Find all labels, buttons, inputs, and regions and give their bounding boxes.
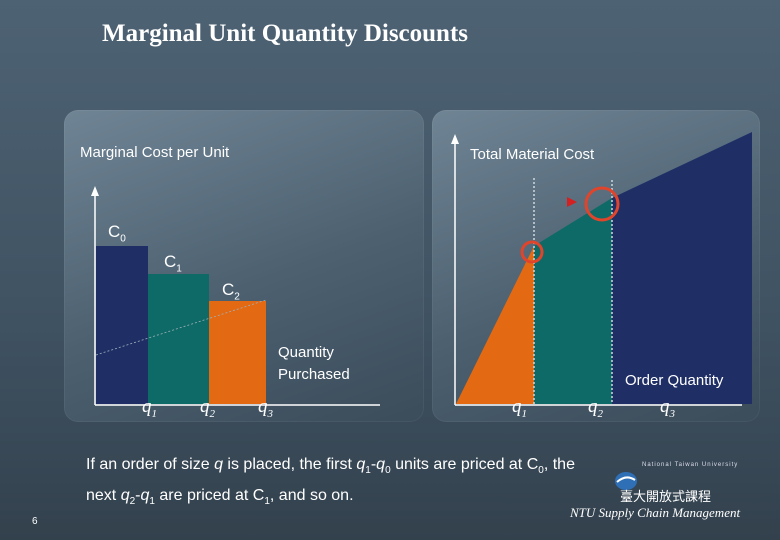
pointer-arrow bbox=[567, 197, 577, 207]
slide-title: Marginal Unit Quantity Discounts bbox=[102, 20, 469, 47]
right-tick-q2: q2 bbox=[588, 396, 603, 420]
explanation-caption: If an order of size q is placed, the fir… bbox=[86, 452, 726, 514]
left-tick-q3: q3 bbox=[258, 396, 273, 420]
logo-chinese-text: 臺大開放式課程 bbox=[620, 489, 712, 504]
breakpoint-1-highlight bbox=[520, 240, 544, 264]
left-x-axis-label-1: Quantity bbox=[278, 344, 334, 361]
price-label-c0: C0 bbox=[108, 222, 126, 245]
right-tick-q3: q3 bbox=[660, 396, 675, 420]
right-x-axis-label: Order Quantity bbox=[625, 372, 724, 389]
left-tick-q1: q1 bbox=[142, 396, 157, 420]
total-cost-seg-3 bbox=[612, 132, 752, 404]
caption-line-2: next q2-q1 are priced at C1, and so on. bbox=[86, 487, 354, 508]
left-tick-q2: q2 bbox=[200, 396, 215, 420]
right-panel-heading: Total Material Cost bbox=[470, 146, 595, 163]
right-y-axis-arrow bbox=[451, 134, 459, 144]
right-tick-q1: q1 bbox=[512, 396, 527, 420]
brand-footer: NTU Supply Chain Management bbox=[570, 505, 741, 520]
breakpoint-2-highlight bbox=[584, 186, 620, 222]
total-cost-seg-1 bbox=[456, 246, 534, 404]
left-panel-heading: Marginal Cost per Unit bbox=[80, 144, 230, 161]
caption-line-1: If an order of size q is placed, the fir… bbox=[86, 456, 575, 477]
cost-step-2 bbox=[148, 274, 209, 404]
cost-step-1 bbox=[96, 246, 148, 404]
cost-step-3 bbox=[209, 301, 266, 404]
price-label-c2: C2 bbox=[222, 280, 240, 303]
total-cost-seg-2 bbox=[534, 198, 612, 404]
logo-english-text: National Taiwan University bbox=[642, 462, 739, 468]
left-y-axis-arrow bbox=[91, 186, 99, 196]
price-label-c1: C1 bbox=[164, 252, 182, 275]
ntu-logo-icon bbox=[615, 472, 637, 490]
left-x-axis-label-2: Purchased bbox=[278, 366, 350, 383]
step-guide-line bbox=[95, 299, 267, 356]
page-number: 6 bbox=[32, 516, 38, 527]
